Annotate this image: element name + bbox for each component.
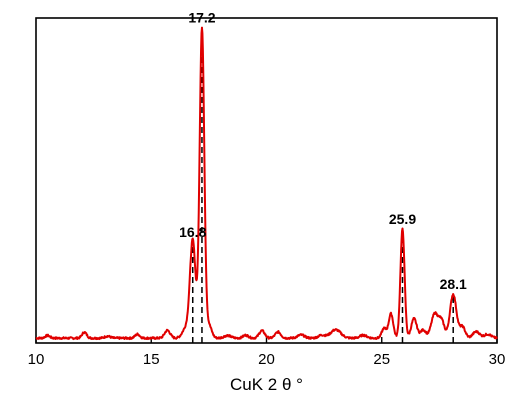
x-axis-title: CuK 2 θ °	[230, 375, 303, 394]
peak-marker-lines	[191, 26, 454, 343]
x-axis-tick-labels: 10 15 20 25 30	[28, 351, 506, 368]
peak-label: 28.1	[440, 276, 467, 292]
x-tick-label: 25	[373, 351, 390, 368]
peak-labels: 17.2 16.8 25.9 28.1	[179, 10, 467, 293]
x-tick-label: 15	[143, 351, 160, 368]
peak-label: 16.8	[179, 224, 206, 240]
x-tick-label: 10	[28, 351, 45, 368]
series-line	[35, 26, 498, 341]
peak-label: 17.2	[188, 10, 215, 26]
x-tick-label: 30	[489, 351, 506, 368]
peak-label: 25.9	[389, 211, 416, 227]
plot-frame	[35, 17, 498, 344]
x-tick-label: 20	[258, 351, 275, 368]
